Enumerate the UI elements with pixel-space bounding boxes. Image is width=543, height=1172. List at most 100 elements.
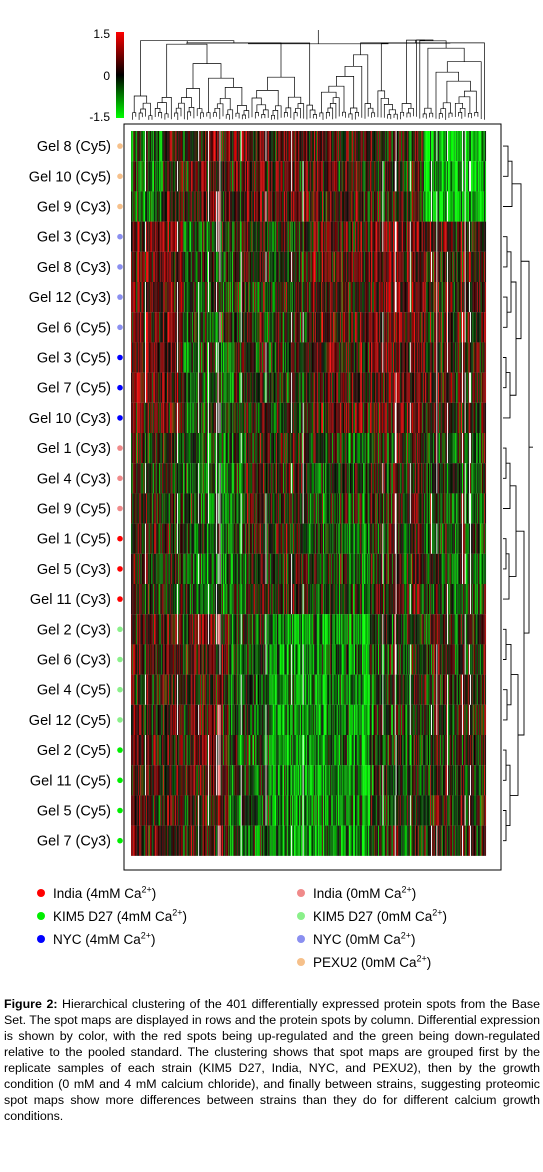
- heatmap-cell: [478, 131, 480, 162]
- heatmap-cell: [366, 251, 368, 283]
- heatmap-cell: [316, 402, 318, 434]
- heatmap-cell: [378, 342, 380, 373]
- heatmap-cell: [316, 463, 318, 494]
- heatmap-cell: [322, 131, 324, 162]
- heatmap-cell: [239, 463, 241, 494]
- heatmap-cell: [225, 221, 227, 252]
- heatmap-cell: [200, 251, 201, 283]
- heatmap-cell: [274, 463, 276, 494]
- heatmap-cell: [163, 161, 165, 192]
- heatmap-cell: [329, 463, 331, 494]
- heatmap-cell: [276, 282, 278, 313]
- heatmap-cell: [229, 191, 231, 222]
- heatmap-cell: [223, 221, 225, 252]
- heatmap-cell: [185, 131, 186, 162]
- heatmap-cell: [393, 312, 394, 343]
- heatmap-cell: [348, 433, 350, 464]
- heatmap-cell: [374, 191, 376, 222]
- heatmap-cell: [344, 463, 346, 494]
- heatmap-cell: [209, 463, 211, 494]
- heatmap-cell: [419, 312, 421, 343]
- dendrogram-branch: [321, 91, 337, 113]
- heatmap-cell: [387, 463, 389, 494]
- heatmap-cell: [377, 402, 379, 434]
- heatmap-cell: [402, 463, 404, 494]
- heatmap-cell: [455, 463, 456, 494]
- heatmap-cell: [154, 131, 155, 162]
- heatmap-cell: [285, 282, 287, 313]
- heatmap-cell: [269, 342, 271, 373]
- heatmap-cell: [208, 342, 209, 373]
- heatmap-cell: [281, 433, 283, 464]
- dendrogram-branch: [224, 87, 243, 106]
- heatmap-cell: [159, 161, 161, 192]
- heatmap-cell: [238, 191, 240, 222]
- heatmap-cell: [242, 402, 244, 434]
- heatmap-cell: [179, 463, 181, 494]
- heatmap-cell: [461, 191, 463, 222]
- heatmap-cell: [182, 131, 184, 162]
- heatmap-cell: [447, 463, 449, 494]
- heatmap-cell: [256, 251, 258, 283]
- heatmap-cell: [170, 312, 172, 343]
- dendrogram-branch: [214, 107, 221, 120]
- heatmap-cell: [254, 131, 256, 162]
- heatmap-cell: [481, 433, 483, 464]
- heatmap-cell: [294, 282, 296, 313]
- heatmap-cell: [246, 282, 248, 313]
- heatmap-cell: [137, 191, 139, 222]
- heatmap-cell: [416, 342, 418, 373]
- heatmap-cell: [277, 251, 279, 283]
- heatmap-cell: [170, 463, 172, 494]
- colorbar: [116, 32, 124, 118]
- heatmap-cell: [209, 342, 211, 373]
- heatmap-cell: [437, 131, 439, 162]
- heatmap-cell: [385, 131, 387, 162]
- heatmap-cell: [431, 463, 433, 494]
- heatmap-cell: [410, 221, 412, 252]
- heatmap-cell: [409, 161, 411, 192]
- heatmap-cell: [224, 251, 226, 283]
- heatmap-cell: [233, 131, 235, 162]
- heatmap-cell: [333, 131, 335, 162]
- heatmap-cell: [371, 282, 373, 313]
- heatmap-cell: [472, 221, 474, 252]
- heatmap-cell: [279, 282, 281, 313]
- heatmap-cell: [319, 342, 321, 373]
- heatmap-cell: [304, 221, 306, 252]
- heatmap-cell: [138, 251, 140, 283]
- heatmap-cell: [249, 131, 251, 162]
- heatmap-cell: [139, 312, 141, 343]
- heatmap-cell: [378, 402, 380, 434]
- heatmap-cell: [434, 402, 436, 434]
- heatmap-cell: [137, 131, 139, 162]
- heatmap-cell: [428, 131, 430, 162]
- heatmap-cell: [222, 221, 224, 252]
- heatmap-cell: [370, 282, 371, 313]
- heatmap-cell: [265, 251, 267, 283]
- heatmap-cell: [424, 251, 425, 283]
- heatmap-cell: [219, 463, 221, 494]
- heatmap-cell: [134, 372, 136, 403]
- heatmap-cell: [428, 372, 430, 403]
- heatmap-cell: [303, 372, 305, 403]
- heatmap-cell: [215, 282, 217, 313]
- heatmap-cell: [191, 342, 193, 373]
- heatmap-cell: [141, 463, 143, 494]
- heatmap-cell: [423, 372, 425, 403]
- heatmap-cell: [257, 221, 259, 252]
- heatmap-cell: [466, 221, 468, 252]
- heatmap-cell: [254, 251, 255, 283]
- heatmap-cell: [356, 221, 358, 252]
- heatmap-cell: [148, 372, 150, 403]
- heatmap-cell: [257, 251, 259, 283]
- heatmap-cell: [458, 312, 460, 343]
- heatmap-cell: [307, 402, 309, 434]
- heatmap-cell: [387, 161, 389, 192]
- heatmap-cell: [131, 372, 132, 403]
- heatmap-cell: [482, 282, 484, 313]
- heatmap-cell: [372, 221, 374, 252]
- dendrogram-branch: [188, 107, 195, 119]
- heatmap-cell: [457, 433, 459, 464]
- heatmap-cell: [420, 312, 422, 343]
